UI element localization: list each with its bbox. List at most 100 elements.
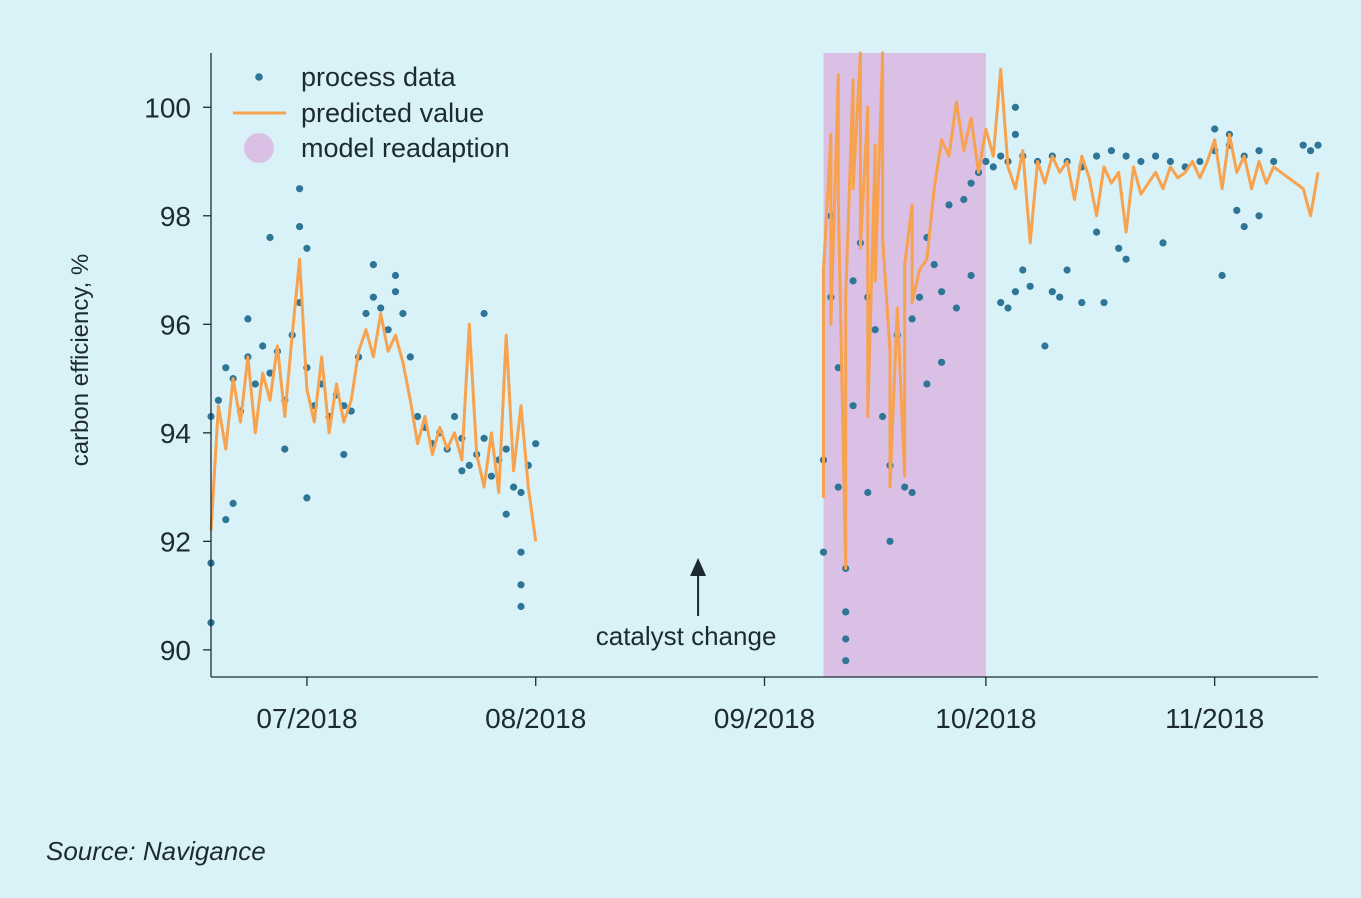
data-point [1078, 299, 1086, 307]
source-note: Source: Navigance [46, 836, 266, 866]
y-tick-label: 100 [144, 92, 191, 123]
data-point [480, 309, 488, 318]
data-point [502, 445, 510, 453]
data-point [502, 510, 510, 518]
data-point [391, 288, 400, 296]
y-tick-label: 98 [160, 201, 191, 232]
data-point [938, 288, 946, 296]
data-point [989, 163, 997, 171]
data-point [465, 461, 473, 469]
y-tick-label: 92 [160, 526, 191, 557]
data-point [871, 326, 879, 334]
data-point [1100, 299, 1108, 307]
y-tick-label: 94 [160, 418, 191, 449]
data-point [915, 293, 924, 301]
data-point [296, 223, 304, 231]
data-point [1122, 255, 1130, 263]
legend-marker-process-data [255, 73, 263, 81]
data-point [842, 635, 850, 643]
data-point [399, 309, 407, 318]
data-point [450, 412, 459, 421]
data-point [1004, 304, 1012, 312]
data-point [1041, 342, 1049, 350]
data-point [414, 412, 422, 421]
data-point [1048, 288, 1056, 296]
data-point [532, 440, 540, 448]
data-point [1270, 157, 1278, 166]
x-tick-label: 08/2018 [485, 703, 586, 734]
data-point [834, 364, 842, 372]
data-point [1218, 271, 1226, 280]
data-point [1166, 157, 1174, 166]
x-tick-label: 07/2018 [256, 703, 357, 734]
data-point [509, 483, 518, 491]
data-point [967, 179, 975, 187]
data-point [487, 472, 495, 480]
data-point [945, 201, 953, 209]
x-tick-label: 10/2018 [935, 703, 1036, 734]
data-point [1299, 141, 1307, 149]
data-point [952, 304, 961, 312]
legend: process data predicted value model readapt… [233, 62, 510, 163]
data-point [1122, 152, 1130, 160]
data-point [362, 309, 370, 318]
y-axis-label: carbon efficiency, % [67, 254, 94, 467]
data-point [214, 396, 222, 404]
data-point [377, 304, 385, 312]
data-point [842, 608, 850, 616]
data-point [1093, 228, 1101, 236]
data-point [222, 516, 230, 524]
data-point [517, 581, 525, 589]
data-point [938, 358, 946, 366]
data-point [997, 299, 1005, 307]
data-point [930, 261, 938, 269]
x-tick-label: 09/2018 [714, 703, 815, 734]
data-point [303, 244, 311, 252]
data-point [908, 315, 916, 323]
data-point [1011, 130, 1020, 138]
data-point [340, 450, 348, 459]
legend-label: process data [301, 62, 457, 92]
annotation-label: catalyst change [596, 621, 777, 651]
data-point [967, 271, 975, 280]
data-point [222, 364, 230, 372]
data-point [1107, 147, 1115, 155]
data-point [1115, 244, 1123, 252]
data-point [1255, 212, 1263, 220]
data-point [1211, 125, 1219, 133]
data-point [369, 293, 377, 301]
data-point [901, 483, 909, 491]
data-point [849, 402, 857, 410]
legend-label: model readaption [301, 133, 510, 163]
data-point [886, 537, 894, 545]
data-point [391, 271, 400, 280]
data-point [1011, 103, 1020, 111]
y-tick-label: 90 [160, 635, 191, 666]
data-point [384, 326, 392, 334]
data-point [1056, 293, 1064, 301]
data-point [406, 353, 414, 361]
data-point [1196, 157, 1204, 166]
data-point [1026, 282, 1034, 290]
data-point [229, 499, 237, 507]
data-point [834, 483, 842, 491]
annotation-arrow-head [690, 558, 707, 576]
data-point [517, 548, 525, 556]
data-point [281, 445, 289, 453]
data-point [842, 657, 850, 665]
data-point [849, 277, 857, 285]
annotation: catalyst change [596, 558, 777, 651]
data-point [864, 488, 872, 497]
data-point [303, 494, 311, 502]
data-point [259, 342, 267, 350]
data-point [982, 157, 990, 166]
data-point [244, 315, 252, 323]
predicted-value-line-layer [209, 51, 1320, 570]
data-point [923, 380, 931, 388]
data-point [1093, 152, 1101, 160]
data-point [1159, 239, 1167, 247]
data-point [1011, 288, 1020, 296]
data-point [1137, 157, 1145, 166]
data-point [266, 233, 274, 242]
